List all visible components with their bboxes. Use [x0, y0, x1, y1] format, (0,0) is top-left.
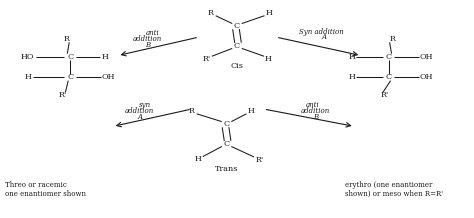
Text: R': R' [381, 91, 389, 99]
Text: H: H [248, 107, 255, 115]
Text: HO: HO [21, 53, 34, 61]
Text: Syn addition: Syn addition [299, 28, 344, 36]
Text: anti: anti [146, 29, 160, 37]
Text: addition: addition [301, 107, 330, 115]
Text: B: B [313, 113, 318, 121]
Text: Cis: Cis [230, 63, 244, 70]
Text: H: H [266, 9, 273, 17]
Text: R: R [390, 35, 395, 43]
Text: C: C [386, 53, 392, 61]
Text: Trans: Trans [215, 165, 238, 173]
Text: R': R' [202, 55, 210, 63]
Text: C: C [234, 22, 240, 30]
Text: B: B [146, 41, 150, 49]
Text: C: C [224, 140, 229, 148]
Text: H: H [264, 55, 271, 63]
Text: OH: OH [420, 73, 433, 81]
Text: syn: syn [138, 101, 151, 109]
Text: OH: OH [420, 53, 433, 61]
Text: Threo or racemic
one enantiomer shown: Threo or racemic one enantiomer shown [5, 181, 86, 198]
Text: R': R' [58, 91, 67, 99]
Text: A: A [137, 113, 142, 121]
Text: R': R' [255, 156, 264, 164]
Text: erythro (one enantiomer
shown) or meso when R=R': erythro (one enantiomer shown) or meso w… [345, 181, 443, 198]
Text: OH: OH [101, 73, 115, 81]
Text: C: C [234, 42, 240, 50]
Text: C: C [67, 53, 73, 61]
Text: anti: anti [306, 101, 320, 109]
Text: H: H [25, 73, 32, 81]
Text: R: R [189, 107, 195, 115]
Text: H: H [102, 53, 109, 61]
Text: R: R [64, 35, 69, 43]
Text: C: C [67, 73, 73, 81]
Text: addition: addition [125, 107, 155, 115]
Text: addition: addition [133, 35, 163, 43]
Text: H: H [195, 155, 201, 163]
Text: C: C [386, 73, 392, 81]
Text: C: C [224, 120, 229, 128]
Text: R: R [208, 9, 214, 17]
Text: H: H [348, 53, 355, 61]
Text: H: H [348, 73, 355, 81]
Text: A: A [321, 34, 326, 41]
